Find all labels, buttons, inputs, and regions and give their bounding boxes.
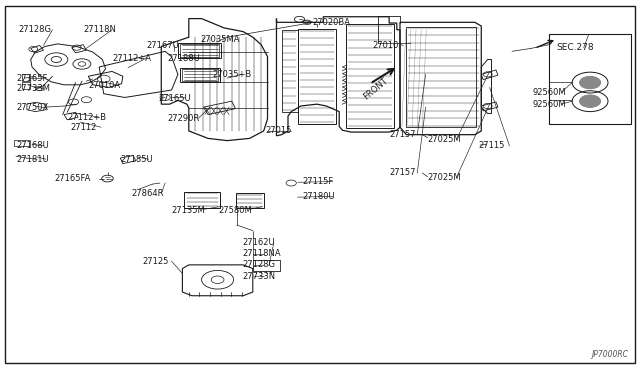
Text: 27025M: 27025M (428, 173, 461, 182)
Bar (236, 193, 264, 208)
Text: 27188U: 27188U (168, 54, 200, 63)
Bar (549, 34, 631, 124)
Bar (282, 30, 298, 112)
Text: 27157: 27157 (389, 130, 415, 139)
Text: 27128G: 27128G (242, 260, 275, 269)
Bar (346, 24, 394, 128)
Bar (406, 27, 476, 127)
Text: 27167U: 27167U (146, 41, 179, 50)
Text: 27864R: 27864R (131, 189, 164, 198)
Bar (178, 43, 221, 58)
Text: 27162U: 27162U (242, 238, 275, 247)
Text: 27165U: 27165U (159, 94, 191, 103)
Text: 92560M: 92560M (532, 88, 566, 97)
Text: 27157: 27157 (389, 169, 415, 177)
Text: SEC.278: SEC.278 (557, 43, 595, 52)
Text: 27115: 27115 (479, 141, 505, 150)
Text: 27010A: 27010A (88, 81, 120, 90)
Text: 27165F: 27165F (16, 74, 47, 83)
Text: 27180U: 27180U (302, 192, 335, 201)
Bar (184, 192, 220, 208)
Text: 27015: 27015 (266, 126, 292, 135)
Text: 27290R: 27290R (168, 114, 200, 123)
Text: 27112: 27112 (70, 123, 97, 132)
Text: 27020BA: 27020BA (312, 18, 350, 27)
Text: JP7000RC: JP7000RC (591, 350, 628, 359)
Bar (22, 82, 30, 89)
Text: 27128G: 27128G (18, 25, 51, 34)
Bar (180, 44, 219, 57)
Circle shape (584, 79, 596, 86)
Bar (298, 29, 336, 124)
Text: 27733M: 27733M (16, 84, 50, 93)
Text: FRONT: FRONT (362, 77, 389, 102)
Text: 27112+A: 27112+A (112, 54, 151, 63)
Bar (14, 140, 30, 146)
Circle shape (580, 95, 600, 107)
Text: 27750X: 27750X (16, 103, 48, 112)
Bar (22, 74, 30, 81)
Text: 27181U: 27181U (16, 155, 49, 164)
Text: 27185U: 27185U (120, 155, 153, 164)
Text: 27165FA: 27165FA (54, 174, 91, 183)
Text: 92560M: 92560M (532, 100, 566, 109)
Text: 27135M: 27135M (172, 206, 205, 215)
Text: 27733N: 27733N (242, 272, 275, 280)
Text: 27118NA: 27118NA (242, 249, 280, 258)
Text: 27112+B: 27112+B (67, 113, 106, 122)
Text: 27125: 27125 (142, 257, 168, 266)
Text: 27035MA: 27035MA (200, 35, 240, 44)
Text: 27580M: 27580M (219, 206, 253, 215)
Text: 27168U: 27168U (16, 141, 49, 150)
Bar (253, 260, 280, 271)
Circle shape (580, 77, 600, 89)
Bar (180, 68, 220, 82)
Bar (182, 69, 218, 81)
Text: 27118N: 27118N (83, 25, 116, 34)
Text: 27025M: 27025M (428, 135, 461, 144)
Text: 27115F: 27115F (302, 177, 333, 186)
Circle shape (584, 97, 596, 105)
Text: 27035+B: 27035+B (212, 70, 252, 79)
Text: 27010: 27010 (372, 41, 399, 50)
